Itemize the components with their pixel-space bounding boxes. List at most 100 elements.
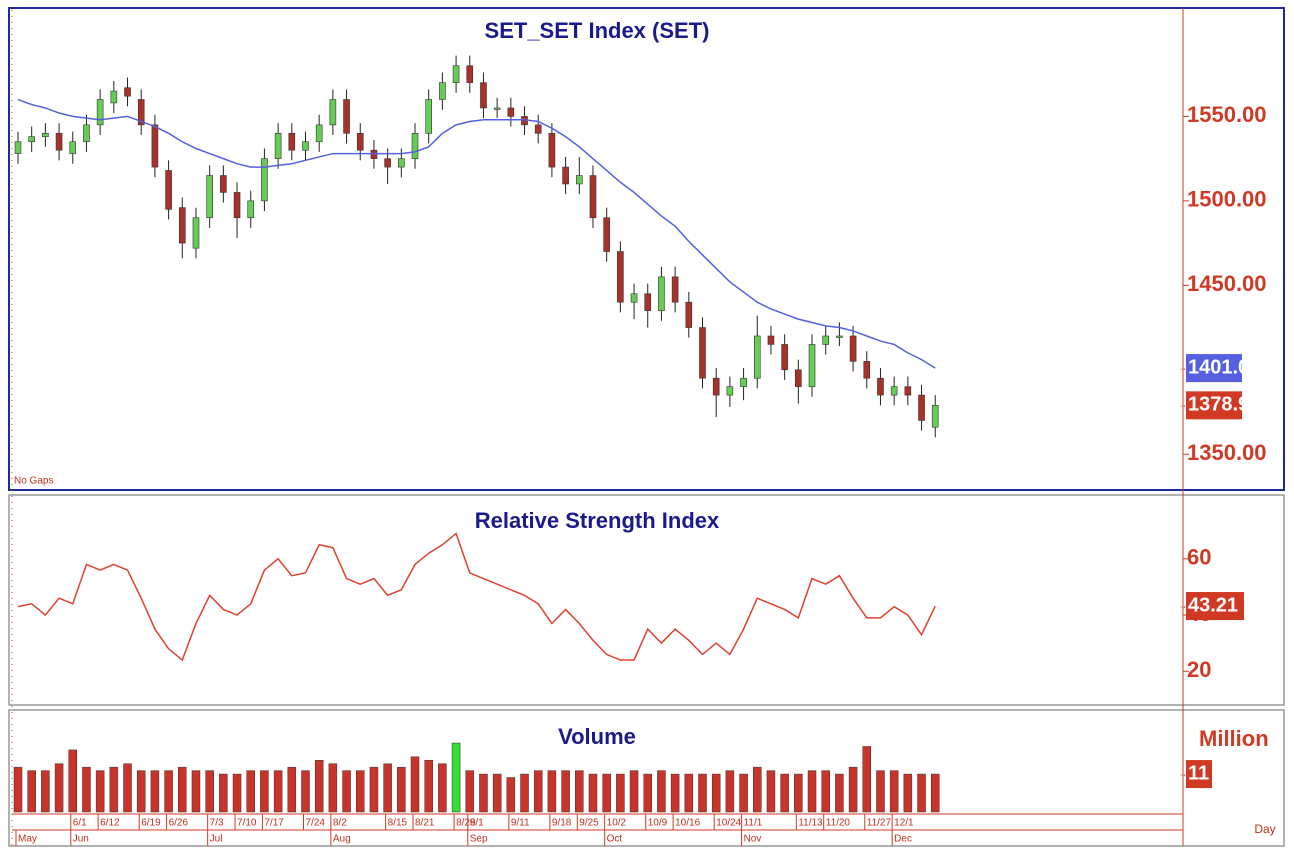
candle-body xyxy=(439,82,446,100)
candle-body xyxy=(575,175,583,185)
candle-body xyxy=(124,87,131,97)
candle-body xyxy=(370,149,378,159)
date-label: 10/24 xyxy=(716,818,741,829)
date-label: 8/2 xyxy=(333,818,347,829)
candle-body xyxy=(411,133,419,159)
ma-last: 1401.00 xyxy=(1188,356,1260,378)
volume-bar xyxy=(27,770,36,813)
volume-last: 11 xyxy=(1188,762,1209,784)
volume-bar xyxy=(410,756,420,813)
volume-bar xyxy=(889,770,899,813)
volume-bar xyxy=(260,770,269,813)
date-label: 9/11 xyxy=(511,818,530,829)
date-label: 6/19 xyxy=(141,818,161,829)
volume-unit: Million xyxy=(1199,726,1269,751)
candle-body xyxy=(740,377,747,387)
close-last-arrow: → xyxy=(1178,400,1187,410)
candle-body xyxy=(658,276,665,311)
volume-bar xyxy=(766,770,776,813)
y-tick-label: 1450.00 xyxy=(1187,271,1267,296)
volume-bar xyxy=(629,770,639,813)
volume-bar xyxy=(397,766,406,813)
date-label: 7/24 xyxy=(305,818,325,829)
candle-body xyxy=(671,276,679,303)
volume-bar xyxy=(356,770,365,813)
volume-bar xyxy=(930,773,940,813)
candle-body xyxy=(589,175,597,219)
candle-body xyxy=(452,65,460,83)
month-label: Jul xyxy=(210,834,223,845)
date-label: 6/1 xyxy=(73,818,87,829)
candle-body xyxy=(877,377,884,396)
candle-body xyxy=(712,377,720,396)
candle-body xyxy=(356,133,364,151)
no-gaps: No Gaps xyxy=(14,476,53,487)
candle-body xyxy=(425,99,433,134)
volume-bar xyxy=(602,773,611,813)
candle-body xyxy=(808,344,816,387)
volume-bar xyxy=(424,760,433,813)
month-label: Sep xyxy=(470,834,488,845)
volume-bar xyxy=(848,766,858,813)
volume-bar xyxy=(287,766,297,813)
y-tick-label: 1500.00 xyxy=(1187,187,1267,212)
y-tick-label: 1550.00 xyxy=(1187,102,1267,127)
volume-bar xyxy=(862,746,872,813)
volume-bar xyxy=(68,749,78,813)
candle-body xyxy=(42,133,49,137)
candle-body xyxy=(617,251,624,303)
volume-last-box xyxy=(1186,760,1212,789)
volume-bar xyxy=(711,773,721,813)
candle-body xyxy=(96,99,104,126)
volume-bar xyxy=(876,770,885,813)
candle-body xyxy=(548,133,556,168)
volume-bar xyxy=(164,770,173,813)
volume-bar xyxy=(232,773,242,813)
volume-last-arrow: → xyxy=(1178,768,1187,778)
volume-bar xyxy=(328,763,338,813)
date-label: 8/21 xyxy=(415,818,435,829)
candle-body xyxy=(480,82,487,109)
date-label: 9/25 xyxy=(579,818,599,829)
volume-bar xyxy=(698,773,707,813)
volume-bar xyxy=(575,770,584,813)
candle-body xyxy=(178,207,186,244)
month-label: Oct xyxy=(607,834,623,845)
candle-body xyxy=(55,133,63,151)
close-last-box xyxy=(1186,391,1242,420)
candle-body xyxy=(398,158,405,168)
date-label: 7/3 xyxy=(210,818,224,829)
volume-bar xyxy=(54,763,64,813)
date-label: 8/15 xyxy=(388,818,408,829)
volume-bar xyxy=(13,766,23,813)
candle-body xyxy=(534,124,542,134)
volume-bar xyxy=(479,773,488,813)
rsi-last-arrow: → xyxy=(1178,600,1187,610)
volume-bar xyxy=(520,773,529,813)
candle-body xyxy=(753,335,761,379)
candle-body xyxy=(220,175,227,193)
date-label: 9/18 xyxy=(552,818,572,829)
volume-panel xyxy=(8,709,1285,847)
volume-bar xyxy=(451,742,461,813)
volume-bar xyxy=(465,770,475,813)
candle-body xyxy=(726,386,734,396)
date-label: 6/12 xyxy=(100,818,120,829)
date-label: 11/13 xyxy=(798,818,823,829)
price-panel xyxy=(8,7,1285,491)
volume-bar xyxy=(178,766,187,813)
volume-bar xyxy=(794,773,803,813)
candle-body xyxy=(836,335,843,338)
y-tick-label: 1350.00 xyxy=(1187,440,1267,465)
candle-body xyxy=(630,293,638,303)
month-label: May xyxy=(18,834,37,845)
volume-bar xyxy=(670,773,680,813)
candle-body xyxy=(274,133,282,159)
candle-body xyxy=(83,124,90,143)
rsi-last-box xyxy=(1186,592,1244,621)
candle-body xyxy=(384,158,391,168)
rsi-title: Relative Strength Index xyxy=(475,508,720,533)
volume-bar xyxy=(917,773,926,813)
date-label: 10/16 xyxy=(675,818,700,829)
